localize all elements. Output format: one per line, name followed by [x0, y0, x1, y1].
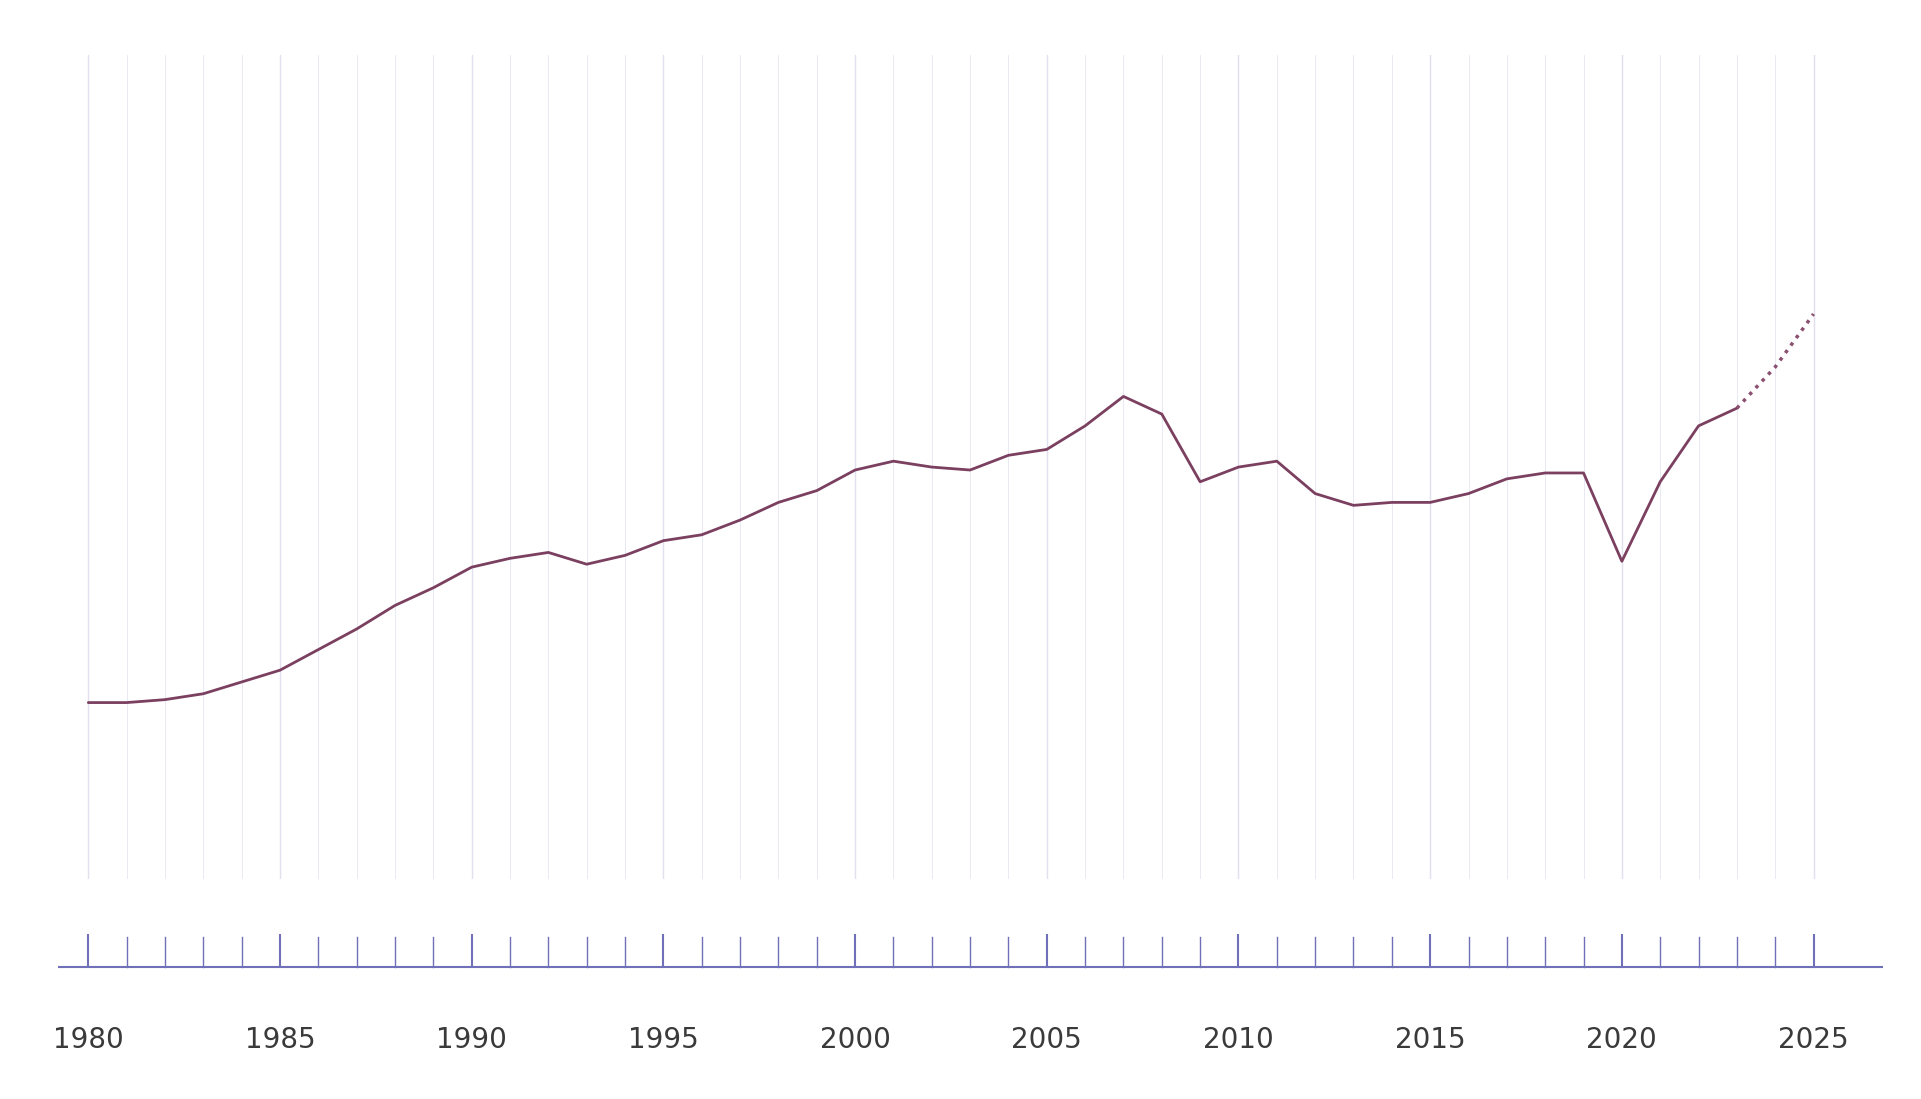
- Text: 2015: 2015: [1395, 1026, 1466, 1054]
- Text: 1995: 1995: [628, 1026, 699, 1054]
- Text: 1985: 1985: [244, 1026, 315, 1054]
- Text: 1990: 1990: [436, 1026, 507, 1054]
- Text: 2005: 2005: [1012, 1026, 1082, 1054]
- Text: 2000: 2000: [820, 1026, 891, 1054]
- Text: 2010: 2010: [1203, 1026, 1274, 1054]
- Text: 2025: 2025: [1779, 1026, 1848, 1054]
- Text: 2020: 2020: [1587, 1026, 1658, 1054]
- Text: 1980: 1980: [54, 1026, 123, 1054]
